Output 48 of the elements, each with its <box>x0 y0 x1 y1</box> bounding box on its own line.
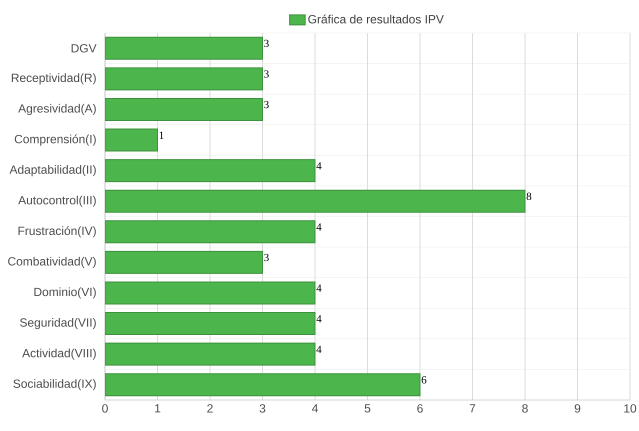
data-label: 3 <box>264 254 269 262</box>
data-label: 6 <box>422 376 426 384</box>
x-tick-label: 8 <box>522 404 528 413</box>
data-label: 3 <box>264 40 269 48</box>
x-tick-label: 1 <box>155 404 160 412</box>
y-tick-label: Receptividad(R) <box>12 73 96 84</box>
y-tick-label: Agresividad(A) <box>18 104 96 116</box>
x-tick-label: 5 <box>364 404 370 413</box>
y-tick-label: DGV <box>72 44 97 53</box>
bar <box>105 67 263 90</box>
bar <box>105 190 526 213</box>
x-tick-label: 2 <box>207 404 213 413</box>
data-label: 1 <box>160 132 164 139</box>
y-tick-label: Autocontrol(III) <box>18 196 96 207</box>
y-tick-label: Dominio(VI) <box>34 287 96 299</box>
y-tick-label: Adaptabilidad(II) <box>10 165 96 176</box>
bar <box>105 342 316 366</box>
x-tick-label: 10 <box>624 404 636 413</box>
y-tick-label: Frustración(IV) <box>18 226 96 238</box>
bar <box>105 98 263 121</box>
data-label: 3 <box>264 70 269 78</box>
bar <box>105 312 316 336</box>
y-tick-label: Actividad(VIII) <box>22 348 96 360</box>
data-label: 8 <box>526 192 532 200</box>
y-tick-label: Comprensión(I) <box>14 134 96 146</box>
data-label: 4 <box>316 223 322 231</box>
x-tick-label: 3 <box>260 404 266 413</box>
data-label: 4 <box>316 284 322 292</box>
bar <box>105 36 263 60</box>
x-tick-label: 4 <box>312 404 318 412</box>
data-label: 3 <box>264 100 269 108</box>
bar <box>105 281 316 304</box>
y-tick-label: Seguridad(VII) <box>20 318 96 330</box>
x-tick-label: 0 <box>102 404 108 413</box>
bar <box>105 373 421 396</box>
bar <box>105 250 263 274</box>
x-tick-label: 6 <box>417 404 423 413</box>
data-label: 4 <box>316 162 322 170</box>
bar <box>105 220 316 244</box>
legend-label: Gráfica de resultados IPV <box>308 14 444 24</box>
bar <box>105 159 316 182</box>
x-tick-label: 9 <box>574 404 580 413</box>
data-label: 4 <box>316 346 322 353</box>
data-label: 4 <box>316 315 322 322</box>
y-tick-label: Combatividad(V) <box>8 256 96 268</box>
x-tick-label: 7 <box>470 404 476 412</box>
y-tick-label: Sociabilidad(IX) <box>13 379 96 390</box>
bar <box>105 128 158 152</box>
